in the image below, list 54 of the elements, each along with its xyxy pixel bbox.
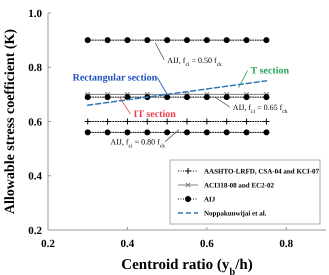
point <box>184 129 190 136</box>
y-axis-title: Allowable stress coefficient (K) <box>3 28 18 214</box>
point <box>263 37 270 44</box>
y-tick-label: 1.0 <box>28 8 42 20</box>
x-tick-label: 0.6 <box>200 238 214 250</box>
point <box>243 118 250 125</box>
point <box>262 118 270 125</box>
point <box>184 118 190 125</box>
point <box>164 118 171 125</box>
x-tick-label: 0.4 <box>120 238 135 250</box>
point <box>263 94 270 100</box>
point <box>184 37 190 44</box>
y-tick-label: 0.2 <box>28 224 42 237</box>
point <box>203 118 210 125</box>
annotation: T section <box>250 66 290 77</box>
point <box>164 129 170 136</box>
x-tick-label: 0.8 <box>279 238 294 250</box>
y-tick-label: 0.6 <box>28 116 42 128</box>
annotation: AIJ, f$_{ci}$ = 0.50 f$_{ck}$ <box>167 56 222 68</box>
point <box>184 94 190 100</box>
point <box>204 37 210 44</box>
point <box>84 37 91 44</box>
point <box>164 37 170 44</box>
point <box>164 94 170 100</box>
y-tick-label: 0.8 <box>28 62 42 74</box>
point <box>224 94 230 100</box>
point <box>104 94 111 100</box>
point <box>124 129 130 136</box>
point <box>124 37 130 44</box>
point <box>144 118 151 125</box>
point <box>263 129 270 136</box>
point <box>104 129 111 136</box>
point <box>204 129 210 136</box>
point <box>144 37 150 44</box>
point <box>244 37 250 44</box>
annotation: AIJ, f$_{ci}$ = 0.65 f$_{ck}$ <box>232 103 288 116</box>
point <box>84 94 91 100</box>
point <box>144 129 150 136</box>
x-axis-title: Centroid ratio (y$_{b}$/h) <box>121 257 253 275</box>
point <box>224 37 230 44</box>
point <box>224 129 230 136</box>
y-tick-label: 0.4 <box>28 170 42 183</box>
annotation: AIJ, f$_{ci}$ = 0.80 f$_{ck}$ <box>110 138 166 150</box>
point <box>124 118 131 125</box>
annotation: Rectangular section <box>72 72 158 84</box>
annotation: IT section <box>133 109 176 120</box>
point <box>223 118 230 125</box>
point <box>244 94 250 100</box>
point <box>124 94 130 100</box>
point <box>84 129 91 136</box>
point <box>104 37 111 44</box>
x-tick-label: 0.2 <box>41 238 56 250</box>
point <box>244 129 250 136</box>
point <box>204 94 210 100</box>
